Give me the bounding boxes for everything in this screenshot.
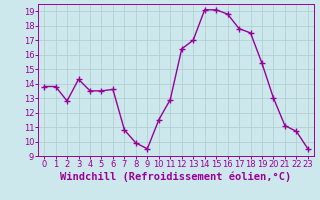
X-axis label: Windchill (Refroidissement éolien,°C): Windchill (Refroidissement éolien,°C)	[60, 172, 292, 182]
